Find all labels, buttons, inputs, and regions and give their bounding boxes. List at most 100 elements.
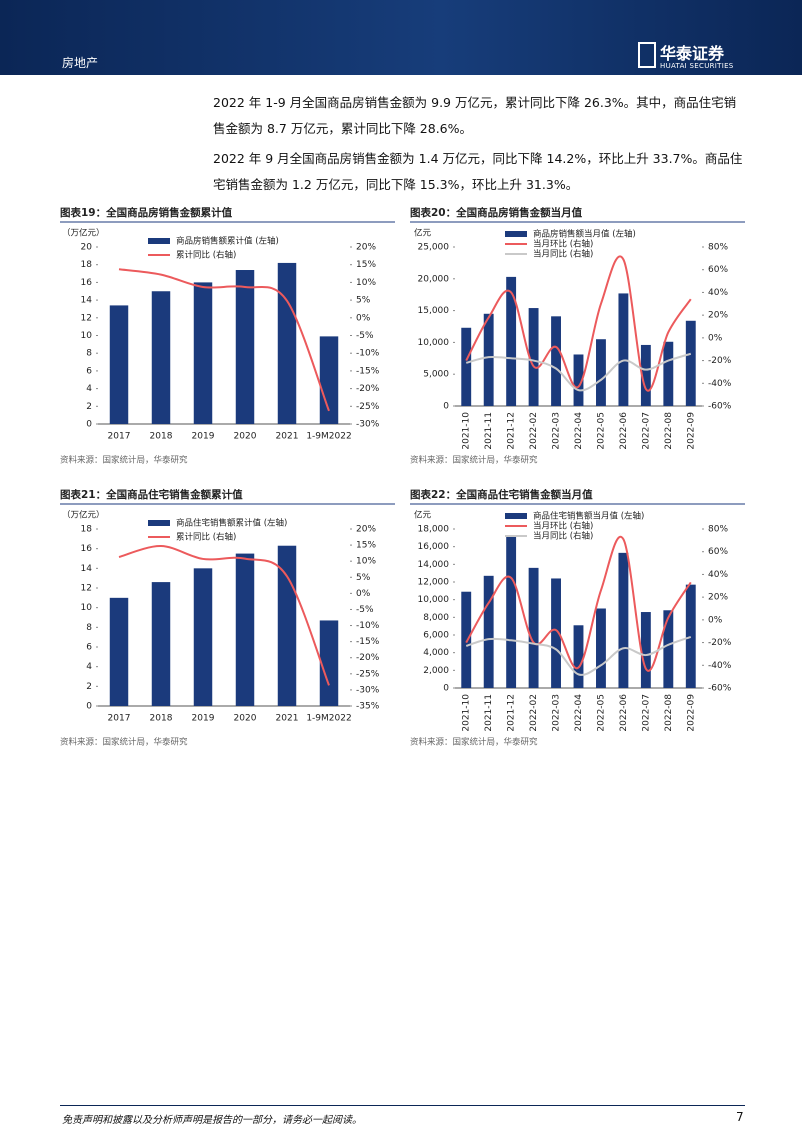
bar — [685, 584, 696, 688]
y2-tick-label: -10% — [356, 349, 380, 359]
x-tick-label: 2017 — [108, 432, 131, 442]
logo-en: HUATAI SECURITIES — [660, 62, 734, 70]
y2-tick-label: -15% — [356, 637, 380, 647]
y2-tick-label: -5% — [356, 605, 374, 615]
x-tick-label: 2022-06 — [619, 412, 629, 450]
bar — [528, 308, 539, 406]
x-tick-label: 2022-06 — [619, 694, 629, 732]
y2-tick-label: 40% — [708, 288, 728, 298]
bar — [483, 313, 494, 406]
y2-tick-label: 20% — [708, 311, 728, 321]
y-tick-label: 2 — [86, 682, 92, 692]
legend-label: 商品住宅销售额累计值 (左轴) — [176, 518, 287, 529]
bar — [235, 270, 255, 424]
bar — [235, 553, 255, 706]
x-tick-label: 1-9M2022 — [306, 432, 351, 442]
y2-tick-label: -20% — [356, 384, 380, 394]
source-note: 资料来源：国家统计局，华泰研究 — [410, 455, 538, 466]
y-tick-label: 6,000 — [423, 631, 449, 641]
y2-tick-label: 60% — [708, 547, 728, 557]
x-tick-label: 2022-03 — [552, 412, 562, 450]
x-tick-label: 2019 — [192, 714, 215, 724]
x-tick-label: 2022-09 — [686, 694, 696, 732]
bar — [109, 597, 129, 706]
chart-title: 图表20：全国商品房销售金额当月值 — [410, 206, 583, 219]
y-tick-label: 2 — [86, 402, 92, 412]
y2-tick-label: 15% — [356, 541, 376, 551]
y-tick-label: 5,000 — [423, 370, 449, 380]
bar — [461, 591, 472, 688]
y-tick-label: 0 — [443, 402, 449, 412]
disclaimer: 免责声明和披露以及分析师声明是报告的一部分，请务必一起阅读。 — [62, 1115, 362, 1126]
legend-label: 累计同比 (右轴) — [176, 532, 236, 543]
y-tick-label: 20,000 — [418, 274, 450, 284]
legend-label: 商品房销售额累计值 (左轴) — [176, 236, 279, 247]
source-note: 资料来源：国家统计局，华泰研究 — [410, 737, 538, 748]
line — [465, 352, 692, 392]
x-tick-label: 2022-04 — [574, 412, 584, 450]
bar — [483, 575, 494, 688]
legend-label: 当月环比 (右轴) — [533, 521, 593, 532]
y-tick-label: 16 — [81, 278, 93, 288]
y2-tick-label: -20% — [708, 638, 732, 648]
legend-label: 累计同比 (右轴) — [176, 250, 236, 261]
y-tick-label: 4 — [86, 384, 92, 394]
bar — [193, 282, 213, 424]
y2-tick-label: 20% — [356, 525, 376, 535]
legend-label: 当月同比 (右轴) — [533, 249, 593, 260]
x-tick-label: 2020 — [234, 714, 257, 724]
chart-title: 图表22：全国商品住宅销售金额当月值 — [410, 488, 593, 501]
y-tick-label: 15,000 — [418, 306, 450, 316]
paragraph: 2022 年 9 月全国商品房销售金额为 1.4 万亿元，同比下降 14.2%，… — [213, 151, 743, 192]
x-tick-label: 2021 — [276, 432, 299, 442]
y2-tick-label: 5% — [356, 573, 371, 583]
x-tick-label: 2018 — [150, 432, 173, 442]
y2-tick-label: 0% — [708, 615, 723, 625]
bar — [506, 276, 517, 406]
y-tick-label: 2,000 — [423, 666, 449, 676]
y2-tick-label: -25% — [356, 402, 380, 412]
bar — [528, 567, 539, 688]
y-tick-label: 8 — [86, 349, 92, 359]
x-tick-label: 2021-11 — [484, 694, 494, 732]
legend-label: 当月同比 (右轴) — [533, 531, 593, 542]
legend-swatch — [505, 513, 527, 519]
chart: 图表21：全国商品住宅销售金额累计值 （万亿元） 0 2 4 6 8 10 12 14 16 18 -3… — [60, 488, 395, 748]
y-tick-label: 14,000 — [418, 560, 450, 570]
y2-tick-label: 10% — [356, 278, 376, 288]
page-number: 7 — [736, 1110, 744, 1124]
line — [118, 268, 330, 412]
bar — [685, 320, 696, 406]
y2-tick-label: 20% — [356, 243, 376, 253]
bar — [151, 582, 171, 706]
x-tick-label: 2020 — [234, 432, 257, 442]
chart-title: 图表19：全国商品房销售金额累计值 — [60, 206, 233, 219]
y-tick-label: 8 — [86, 623, 92, 633]
y-tick-label: 20 — [81, 243, 93, 253]
bar — [461, 327, 472, 406]
footer-rule — [60, 1105, 745, 1106]
bar — [277, 262, 297, 424]
bar — [551, 578, 561, 688]
header-band: 房地产 华泰证券 HUATAI SECURITIES — [0, 0, 802, 75]
bar — [193, 568, 213, 706]
x-tick-label: 2022-05 — [596, 694, 606, 732]
bar — [506, 536, 517, 688]
y-tick-label: 8,000 — [423, 613, 449, 623]
y-tick-label: 10,000 — [418, 338, 450, 348]
y2-tick-label: 10% — [356, 557, 376, 567]
x-tick-label: 2022-09 — [686, 412, 696, 450]
bar — [573, 625, 584, 688]
y-tick-label: 0 — [86, 420, 92, 430]
y-tick-label: 14 — [81, 564, 93, 574]
bar — [640, 344, 651, 406]
y2-tick-label: 0% — [356, 589, 371, 599]
x-tick-label: 2021 — [276, 714, 299, 724]
bar — [618, 552, 629, 688]
y-tick-label: 18 — [81, 525, 93, 535]
x-tick-label: 2018 — [150, 714, 173, 724]
section-name: 房地产 — [62, 56, 99, 70]
y2-tick-label: 80% — [708, 243, 728, 253]
y-tick-label: 0 — [443, 684, 449, 694]
line — [465, 535, 692, 672]
